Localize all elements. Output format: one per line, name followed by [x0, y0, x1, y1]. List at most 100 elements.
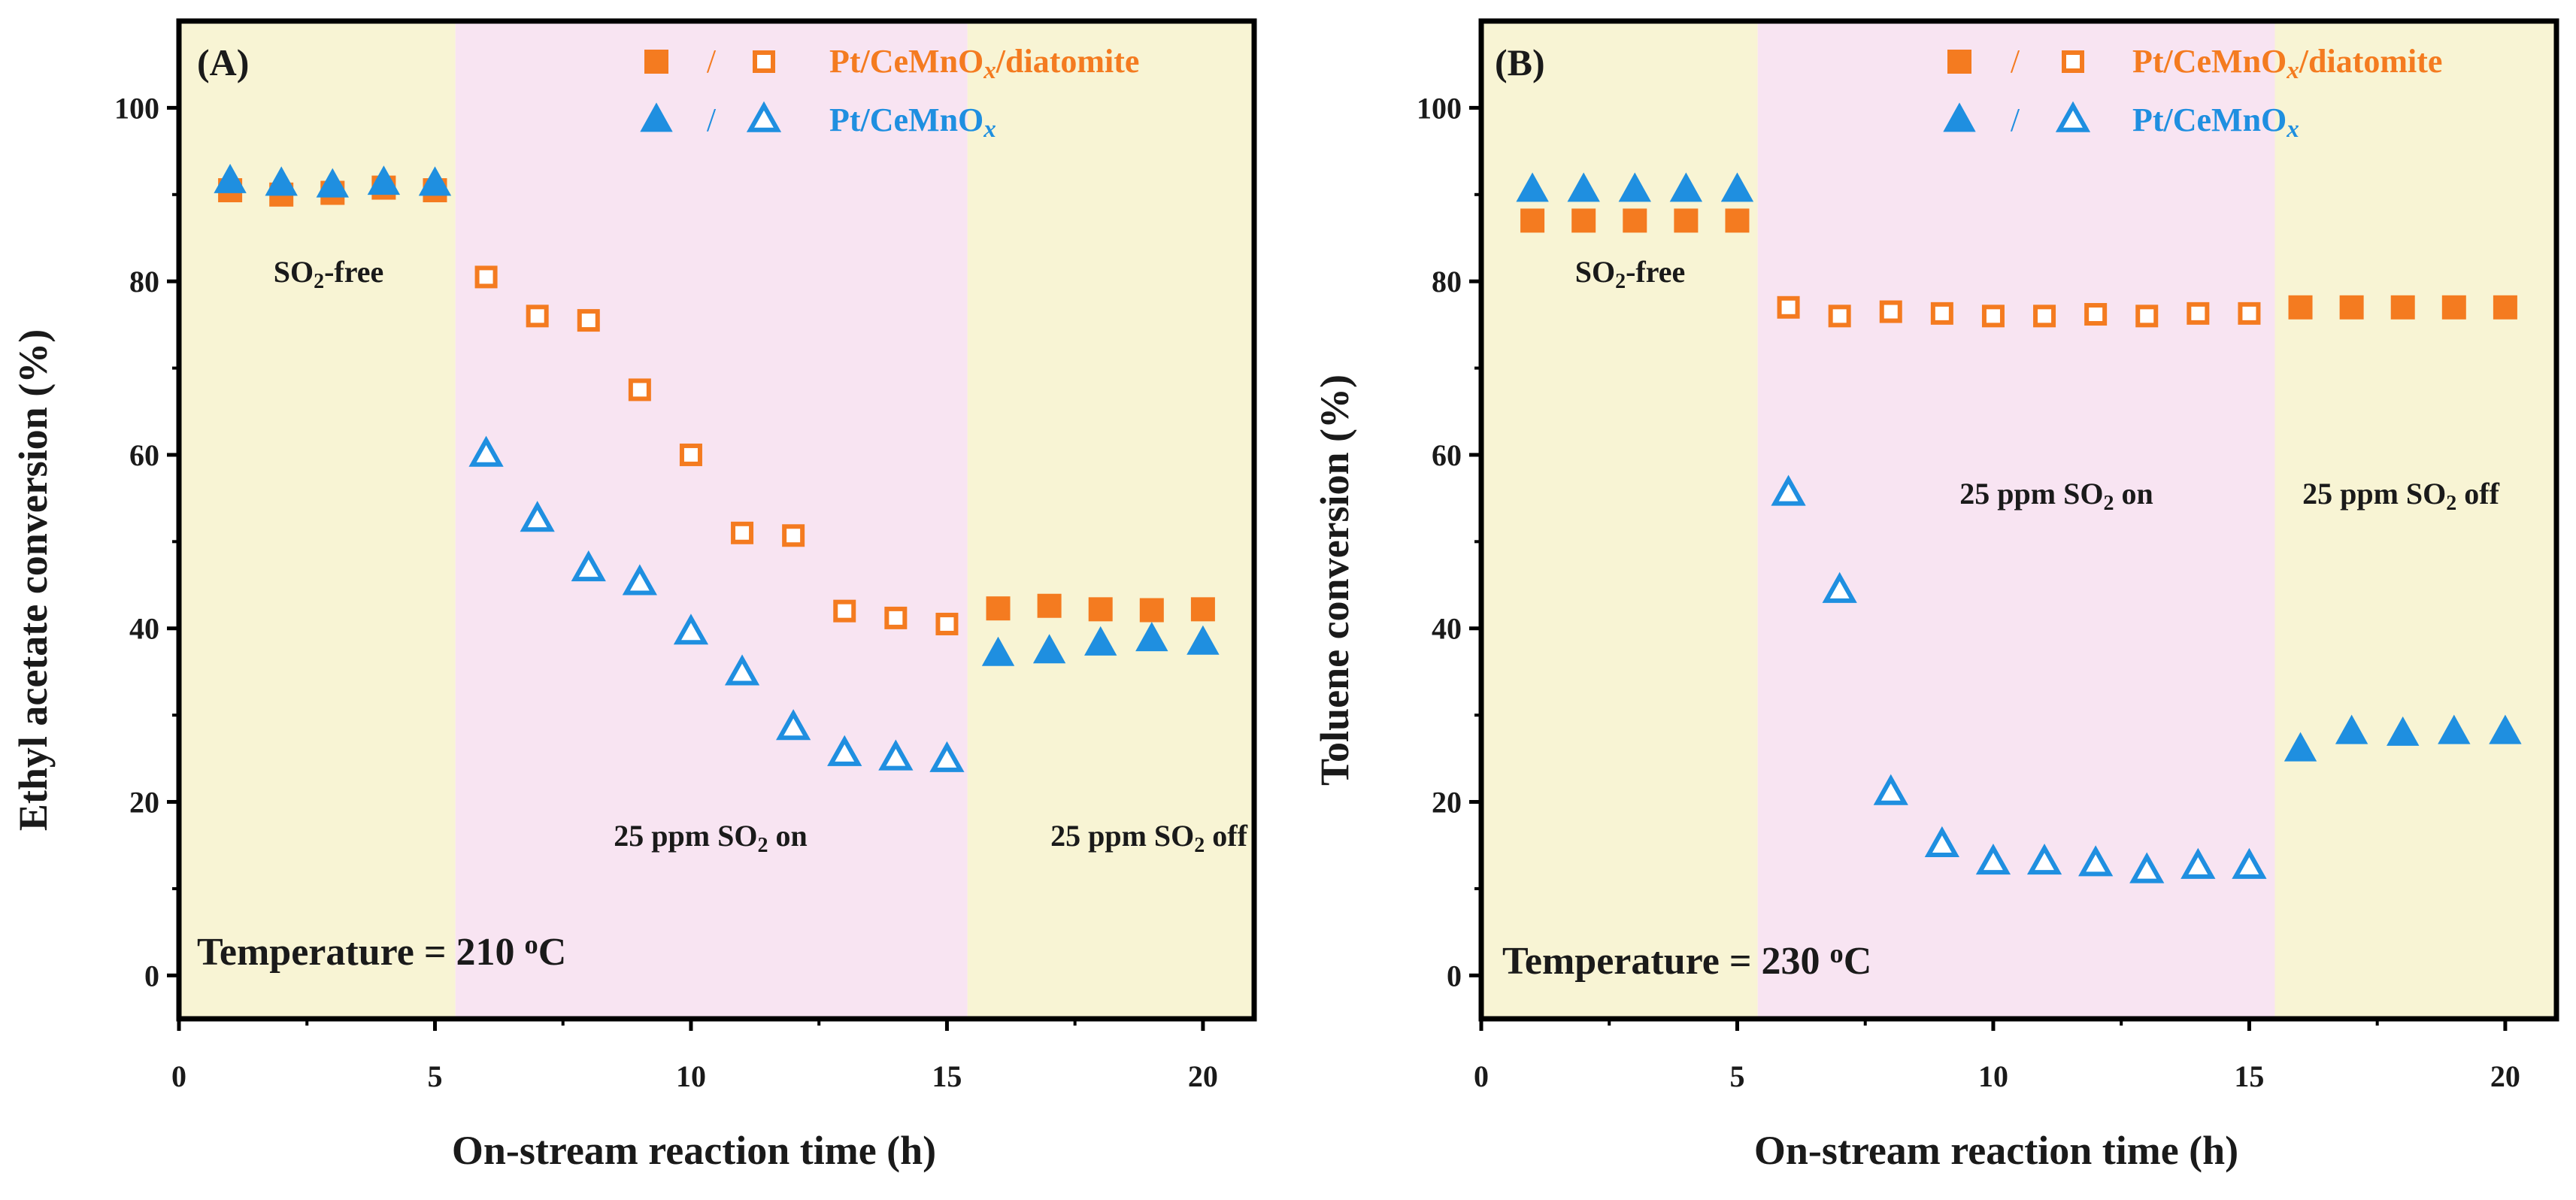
y-axis-title: Ethyl acetate conversion (%)	[11, 329, 56, 831]
data-point-square-filled	[1088, 597, 1113, 622]
annotation-so2-free: SO2-free	[1575, 255, 1686, 293]
data-point-square-filled	[1571, 208, 1596, 233]
y-tick-label: 40	[129, 612, 159, 646]
y-tick-label: 20	[1432, 786, 1462, 820]
plot-frame	[1478, 18, 2559, 1022]
data-point-triangle-open	[468, 435, 504, 467]
data-point-triangle-filled	[1032, 634, 1066, 664]
data-point-triangle-filled	[265, 166, 298, 196]
data-point-triangle-open	[2232, 847, 2267, 879]
data-point-triangle-filled	[1618, 172, 1651, 202]
legend-marker-filled	[644, 50, 668, 74]
data-point-square-open	[2084, 303, 2108, 326]
legend-slash: /	[707, 43, 717, 80]
data-point-square-open	[833, 599, 856, 623]
legend-label: Pt/CeMnOx	[2132, 102, 2299, 143]
data-point-triangle-open	[1975, 843, 2011, 875]
data-point-square-filled	[2339, 295, 2364, 320]
x-tick-label: 15	[932, 1059, 962, 1093]
legend-marker-open	[2062, 50, 2084, 73]
legend-label: Pt/CeMnOx	[829, 102, 996, 143]
x-tick-label: 15	[2234, 1059, 2264, 1093]
data-point-square-filled	[986, 596, 1011, 621]
data-point-triangle-open	[827, 735, 862, 766]
region-background	[1757, 21, 2275, 1019]
data-point-triangle-open	[776, 709, 811, 741]
data-point-square-open	[2033, 305, 2056, 328]
x-tick-label: 0	[171, 1059, 186, 1093]
data-point-triangle-open	[1873, 774, 1908, 805]
data-point-triangle-filled	[1084, 626, 1117, 656]
series-square	[218, 175, 1215, 635]
data-point-triangle-open	[2026, 843, 2062, 875]
legend-label: Pt/CeMnOx/diatomite	[2132, 43, 2442, 84]
data-point-square-filled	[1190, 597, 1215, 622]
annotation-so2-on: 25 ppm SO2 on	[1959, 477, 2153, 515]
data-point-triangle-open	[724, 654, 760, 686]
data-point-square-filled	[2441, 295, 2466, 320]
y-tick-label: 80	[1432, 265, 1462, 298]
legend-marker-filled	[1943, 102, 1976, 132]
panel-label: (A)	[197, 41, 249, 83]
data-point-triangle-filled	[1567, 172, 1600, 202]
data-point-triangle-open	[2181, 847, 2216, 879]
legend-slash: /	[707, 102, 717, 138]
data-point-triangle-open	[2129, 852, 2165, 883]
data-point-square-open	[731, 521, 754, 544]
x-tick-label: 5	[1729, 1059, 1744, 1093]
region-background	[967, 21, 1254, 1019]
data-point-square-open	[577, 309, 600, 332]
legend-slash: /	[2011, 43, 2020, 80]
data-point-square-filled	[2390, 295, 2415, 320]
data-point-square-open	[1981, 305, 2005, 328]
data-point-triangle-filled	[2284, 732, 2317, 762]
data-point-triangle-open	[878, 739, 914, 771]
y-tick-label: 80	[129, 265, 159, 298]
y-tick-label: 60	[129, 438, 159, 472]
data-point-triangle-filled	[2335, 714, 2368, 744]
data-point-square-open	[2187, 302, 2210, 325]
data-point-square-open	[474, 265, 498, 289]
series-triangle	[214, 163, 1220, 772]
y-tick-label: 40	[1432, 612, 1462, 646]
data-point-square-open	[526, 305, 549, 328]
legend-marker-filled	[1947, 50, 1971, 74]
x-tick-label: 10	[676, 1059, 706, 1093]
x-tick-label: 20	[2490, 1059, 2520, 1093]
annotation-temperature: Temperature = 210 oC	[197, 929, 566, 974]
x-tick-label: 5	[427, 1059, 442, 1093]
y-axis-title: Toluene conversion (%)	[1312, 374, 1357, 786]
data-point-triangle-open	[622, 564, 657, 595]
data-point-square-open	[884, 606, 908, 629]
data-point-square-open	[782, 524, 805, 547]
data-point-triangle-filled	[367, 165, 401, 195]
annotation-temperature: Temperature = 230 oC	[1502, 938, 1871, 983]
legend-marker-open	[746, 101, 782, 132]
data-point-square-filled	[1520, 208, 1545, 233]
data-point-triangle-open	[929, 741, 965, 772]
data-point-square-filled	[1674, 208, 1699, 233]
data-point-square-open	[1879, 300, 1902, 323]
data-point-triangle-filled	[2387, 716, 2420, 746]
panel-label: (B)	[1495, 41, 1545, 83]
data-point-square-open	[935, 612, 959, 635]
y-tick-label: 0	[1447, 959, 1462, 992]
data-point-square-open	[679, 443, 702, 466]
annotation-so2-off: 25 ppm SO2 off	[2302, 477, 2499, 515]
annotation-so2-on: 25 ppm SO2 on	[614, 819, 807, 857]
data-point-triangle-filled	[1186, 625, 1220, 655]
data-point-triangle-filled	[1720, 172, 1754, 202]
legend-marker-filled	[640, 102, 673, 132]
data-point-square-filled	[1037, 593, 1062, 618]
annotation-so2-off: 25 ppm SO2 off	[1050, 819, 1247, 857]
data-point-triangle-filled	[418, 166, 452, 196]
panel-b: 0 20 40 60 80 100 0 5 10 15 20 Toluene conversion (…	[1312, 18, 2559, 1173]
data-point-square-open	[1930, 302, 1953, 325]
panel-a: 0 20 40 60 80 100 0 5 10 15 20 Ethyl acetate conver…	[11, 18, 1257, 1173]
x-tick-label: 0	[1474, 1059, 1489, 1093]
plot-frame	[176, 18, 1257, 1022]
data-point-triangle-open	[1924, 826, 1959, 858]
annotation-so2-free: SO2-free	[274, 255, 384, 293]
data-point-triangle-open	[2078, 845, 2114, 877]
